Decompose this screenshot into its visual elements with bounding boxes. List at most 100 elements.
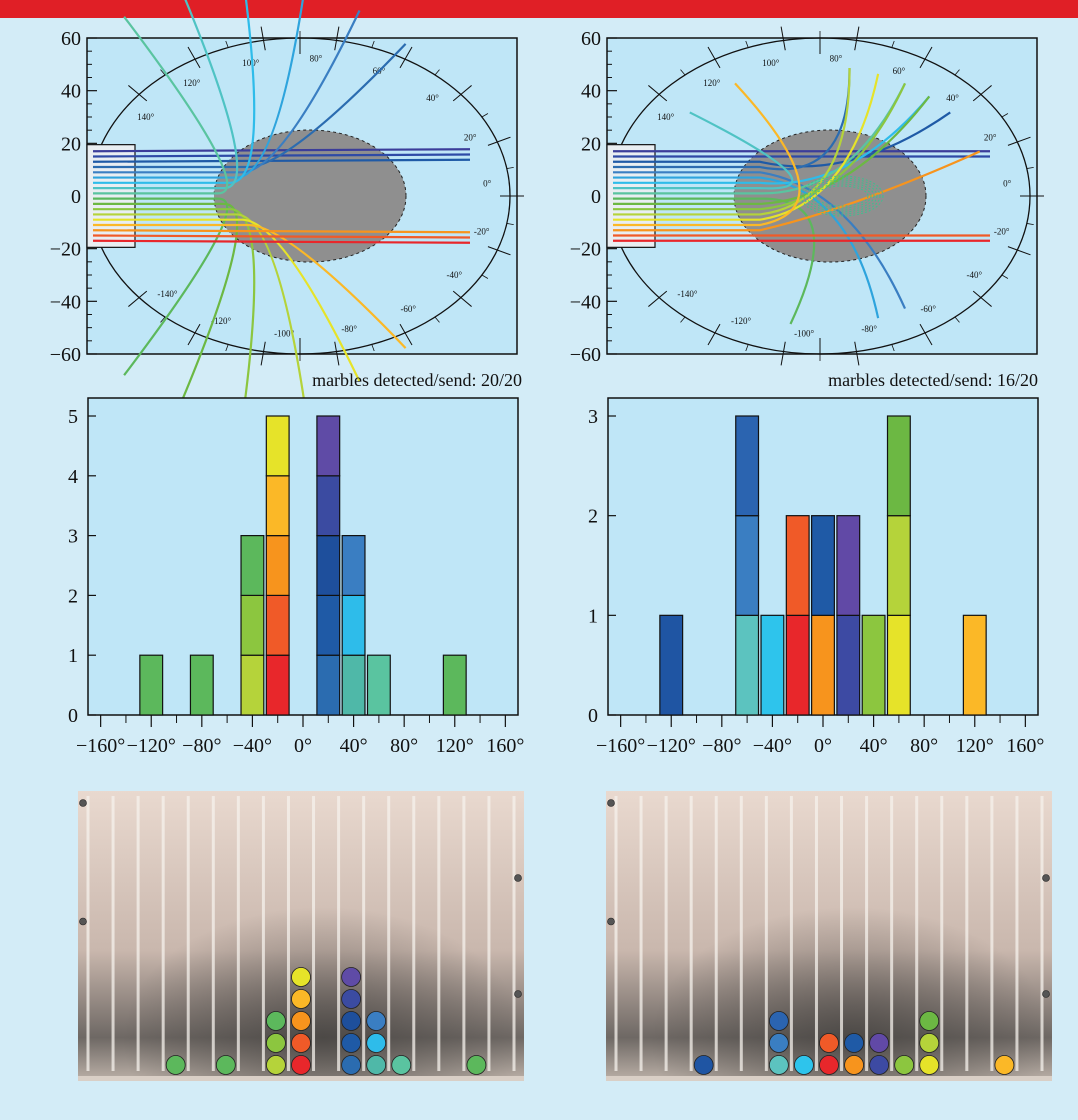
angle-label: 60° (893, 66, 906, 76)
angle-minor-tick (1026, 223, 1034, 226)
angle-label: 20° (984, 132, 997, 142)
angle-tick (780, 341, 786, 366)
histogram-bar (265, 654, 290, 716)
angle-minor-tick (506, 166, 514, 169)
angle-minor-tick (371, 344, 375, 352)
angle-label: -60° (400, 304, 416, 314)
marble (291, 1011, 311, 1031)
slot-divider (1015, 796, 1019, 1071)
histogram-bar (811, 515, 835, 616)
slot-divider (739, 796, 743, 1071)
slot-divider (312, 796, 316, 1071)
marble (819, 1055, 839, 1075)
slot-divider (689, 796, 693, 1071)
marble-trajectory (93, 10, 361, 174)
y-tick-label: 3 (68, 526, 78, 548)
angle-tick (334, 341, 340, 366)
angle-minor-tick (680, 69, 686, 76)
histogram-bar (659, 614, 684, 716)
angle-label: 140° (137, 112, 155, 122)
slot-divider (387, 796, 391, 1071)
angle-label: -20° (474, 226, 490, 236)
y-tick-label: 1 (68, 645, 78, 667)
angle-minor-tick (1026, 166, 1034, 169)
marble-trajectory (613, 95, 931, 205)
y-tick-label: −20 (570, 239, 601, 261)
angle-tick (707, 323, 721, 346)
slot-divider (639, 796, 643, 1071)
y-tick-label: 0 (591, 186, 601, 208)
scatterer-disk (733, 129, 927, 263)
tank-shadow (606, 791, 1052, 1081)
angle-tick (780, 26, 786, 51)
histogram-bar (735, 415, 760, 517)
angle-label: 140° (657, 112, 675, 122)
angle-label: -40° (966, 270, 982, 280)
top-accent-bar (0, 0, 1078, 18)
marble-trajectory (93, 16, 229, 195)
x-tick-label: 80° (910, 735, 938, 757)
slot-divider (614, 796, 618, 1071)
marble-trajectory (613, 67, 851, 216)
marble (693, 1055, 714, 1075)
histogram-bar (836, 614, 861, 716)
marble (768, 1011, 789, 1031)
angle-label: -120° (731, 316, 751, 326)
angle-label: 100° (762, 58, 780, 68)
slot-divider (512, 796, 516, 1071)
angle-minor-tick (225, 40, 229, 48)
angle-tick (707, 46, 721, 69)
marble-trajectory (613, 82, 801, 227)
histogram-bar (836, 515, 861, 616)
histogram-bar (811, 614, 835, 716)
angle-label: 80° (310, 53, 323, 63)
angle-tick (648, 290, 668, 307)
histogram-bar (861, 614, 886, 716)
x-tick-label: 40° (340, 735, 368, 757)
angle-label: 40° (426, 93, 439, 103)
angle-minor-tick (680, 316, 686, 323)
x-tick-label: −120° (127, 735, 176, 757)
marble-trajectory (93, 0, 239, 190)
slot-divider (337, 796, 341, 1071)
x-tick-label: −40° (753, 735, 792, 757)
histogram-bar (240, 534, 265, 596)
angle-minor-tick (481, 113, 489, 118)
angle-label: -140° (157, 289, 177, 299)
angle-tick (128, 290, 148, 307)
marble-tank-photo-right (606, 791, 1052, 1081)
histogram-bar (886, 515, 911, 616)
x-tick-label: −120° (647, 735, 696, 757)
histogram-bar (240, 594, 265, 656)
caption-right: marbles detected/send: 16/20 (828, 370, 1038, 390)
angle-tick (972, 85, 992, 102)
slot-divider (286, 796, 290, 1071)
y-tick-label: 0 (588, 705, 598, 727)
y-tick-label: 60 (581, 28, 601, 50)
marble-trajectory (93, 218, 361, 382)
angle-label: -100° (794, 329, 814, 339)
slot-divider (764, 796, 768, 1071)
histogram-bar (442, 654, 467, 716)
tank-shadow (78, 791, 524, 1081)
angle-label: -100° (274, 329, 294, 339)
histogram-bar (886, 614, 911, 716)
angle-label: 100° (242, 58, 260, 68)
angle-tick (452, 85, 472, 102)
marble-trajectory (92, 229, 471, 234)
histogram-bar (139, 654, 164, 716)
screw (607, 917, 615, 926)
angle-tick (919, 323, 933, 346)
x-tick-label: 120° (956, 735, 994, 757)
marble (165, 1055, 186, 1075)
angle-label: -80° (341, 324, 357, 334)
tank-base (78, 1076, 524, 1081)
tank-base (606, 1076, 1052, 1081)
histogram-bar (341, 594, 366, 656)
slot-divider (865, 796, 869, 1071)
x-tick-label: 160° (1006, 735, 1044, 757)
marble (768, 1055, 789, 1075)
histogram-bar (265, 594, 290, 656)
